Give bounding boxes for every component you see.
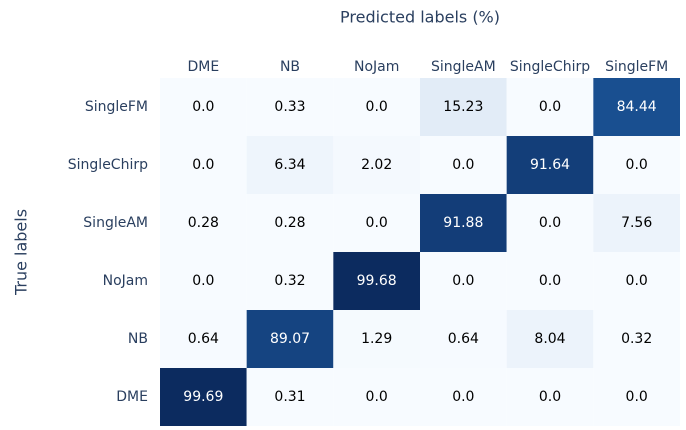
heatmap-cell [420, 310, 507, 368]
heatmap-cell [160, 194, 247, 252]
heatmap-cell [246, 136, 334, 194]
heatmap-cell [420, 194, 507, 252]
heatmap-cell [246, 368, 334, 426]
cell-label: 0.32 [274, 273, 305, 289]
cell-label: 0.0 [452, 389, 474, 405]
cell-label: 0.0 [452, 157, 474, 173]
heatmap-cell [333, 78, 420, 136]
heatmap-cell [160, 136, 247, 194]
y-tick-label: SingleFM [85, 99, 148, 115]
cell-label: 8.04 [534, 331, 565, 347]
chart-title: Predicted labels (%) [340, 8, 500, 27]
x-tick-label: NoJam [354, 59, 399, 75]
heatmap-cell [246, 194, 334, 252]
cell-label: 99.68 [357, 273, 397, 289]
heatmap-cell [593, 78, 680, 136]
cell-label: 0.0 [366, 389, 388, 405]
cell-label: 15.23 [443, 99, 483, 115]
cell-label: 0.64 [188, 331, 219, 347]
cell-label: 2.02 [361, 157, 392, 173]
heatmap-cell [333, 310, 420, 368]
heatmap-cell [506, 78, 594, 136]
y-tick-label: SingleAM [83, 215, 148, 231]
cell-label: 99.69 [183, 389, 223, 405]
heatmap-cell [420, 252, 507, 310]
y-axis-label: True labels [12, 209, 31, 296]
heatmap-cell [506, 368, 594, 426]
cell-label: 89.07 [270, 331, 310, 347]
x-tick-label: NB [280, 59, 300, 75]
cell-label: 0.0 [626, 157, 648, 173]
y-tick-label: SingleChirp [68, 157, 148, 173]
cell-label: 0.0 [539, 273, 561, 289]
heatmap-cell [593, 252, 680, 310]
cell-label: 0.64 [448, 331, 479, 347]
x-tick-label: SingleAM [431, 59, 496, 75]
cell-label: 0.0 [366, 215, 388, 231]
y-tick-label: NB [128, 331, 148, 347]
x-tick-label: SingleChirp [510, 59, 590, 75]
heatmap-cell [593, 194, 680, 252]
heatmap-cell [160, 310, 247, 368]
y-tick-label: DME [116, 389, 148, 405]
heatmap-cell [506, 194, 594, 252]
cell-label: 1.29 [361, 331, 392, 347]
heatmap-cell [160, 78, 247, 136]
cell-label: 0.31 [274, 389, 305, 405]
cell-label: 0.0 [539, 389, 561, 405]
cell-label: 0.28 [188, 215, 219, 231]
cell-label: 0.0 [626, 273, 648, 289]
heatmap-cell [333, 252, 420, 310]
cell-label: 7.56 [621, 215, 652, 231]
x-tick-label: SingleFM [605, 59, 668, 75]
heatmap-cell [246, 252, 334, 310]
cell-label: 91.64 [530, 157, 570, 173]
heatmap-cell [420, 78, 507, 136]
heatmap-cell [333, 368, 420, 426]
cell-label: 0.0 [539, 215, 561, 231]
heatmap-cell [506, 310, 594, 368]
cell-label: 0.0 [366, 99, 388, 115]
cell-label: 0.0 [192, 273, 214, 289]
x-tick-label: DME [187, 59, 219, 75]
heatmap-cell [593, 136, 680, 194]
cell-label: 6.34 [274, 157, 305, 173]
y-tick-label: NoJam [103, 273, 148, 289]
heatmap-cell [420, 136, 507, 194]
heatmap-cell [593, 368, 680, 426]
cell-label: 0.0 [452, 273, 474, 289]
cell-label: 91.88 [443, 215, 483, 231]
heatmap-cell [160, 368, 247, 426]
heatmap-cell [506, 136, 594, 194]
heatmap-cell [420, 368, 507, 426]
heatmap-cell [246, 310, 334, 368]
cell-label: 0.0 [192, 99, 214, 115]
heatmap-cell [160, 252, 247, 310]
heatmap-cell [333, 194, 420, 252]
heatmap-cell [333, 136, 420, 194]
cell-label: 0.33 [274, 99, 305, 115]
cell-label: 0.28 [274, 215, 305, 231]
cell-label: 0.0 [539, 99, 561, 115]
heatmap-cell [246, 78, 334, 136]
cell-label: 0.0 [626, 389, 648, 405]
heatmap-cell [593, 310, 680, 368]
heatmap-cell [506, 252, 594, 310]
cell-label: 84.44 [617, 99, 657, 115]
cell-label: 0.32 [621, 331, 652, 347]
cell-label: 0.0 [192, 157, 214, 173]
